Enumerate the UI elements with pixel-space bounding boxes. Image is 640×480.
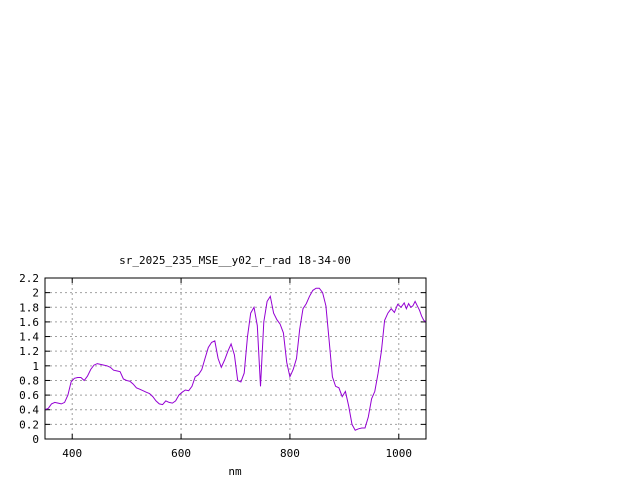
y-axis-ticks: 0 0.20.4 0.6 0.81 1.21.4 1.6 1.82 2.2 — [19, 272, 426, 446]
x-tick-label: 400 — [62, 447, 82, 460]
y-tick-label: 0.6 — [19, 389, 39, 402]
y-tick-label: 0 — [32, 433, 39, 446]
y-tick-label: 1.2 — [19, 345, 39, 358]
y-tick-label: 1.6 — [19, 316, 39, 329]
y-tick-label: 0.8 — [19, 374, 39, 387]
plot-border — [44, 277, 427, 440]
x-tick-label: 1000 — [386, 447, 413, 460]
y-tick-label: 2.2 — [19, 272, 39, 285]
y-tick-label: 0.2 — [19, 418, 39, 431]
x-axis-label: nm — [228, 465, 242, 478]
series-line — [44, 287, 427, 431]
y-tick-label: 1.4 — [19, 331, 39, 344]
x-axis-ticks: 400 600 800 1000 — [62, 278, 412, 460]
y-tick-label: 1 — [32, 360, 39, 373]
chart-title: sr_2025_235_MSE__y02_r_rad 18-34-00 — [119, 254, 351, 267]
x-tick-label: 800 — [280, 447, 300, 460]
y-tick-label: 1.8 — [19, 301, 39, 314]
y-tick-label: 0.4 — [19, 404, 39, 417]
x-tick-label: 600 — [171, 447, 191, 460]
y-tick-label: 2 — [32, 287, 39, 300]
